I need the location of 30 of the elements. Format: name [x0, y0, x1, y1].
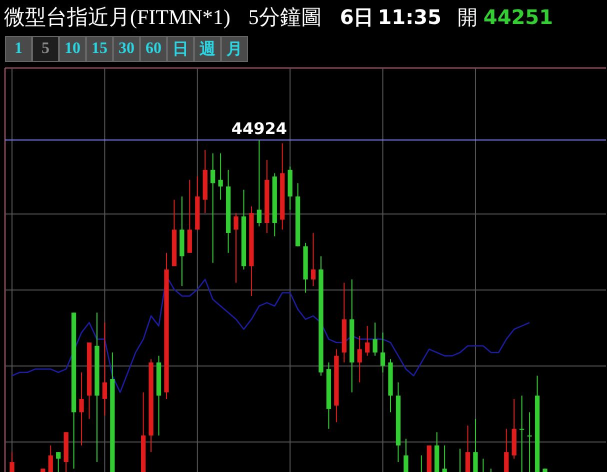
- text: 開: [457, 7, 478, 29]
- candlestick: [365, 325, 370, 356]
- candlestick: [372, 322, 378, 356]
- chart-subtitle: 5分鐘圖: [248, 5, 322, 29]
- candlestick: [210, 152, 216, 264]
- candlestick: [442, 444, 447, 472]
- candlestick: [218, 152, 223, 200]
- candlestick: [504, 428, 509, 472]
- candlestick: [380, 332, 386, 373]
- text: 1 5 10 15 30 60 日 週 月: [14, 40, 242, 58]
- candlestick: [102, 322, 108, 416]
- candlestick: [256, 140, 262, 227]
- annotation: 44924: [231, 119, 288, 138]
- chart-title: 微型台指近月(FITMN*1): [4, 5, 230, 29]
- candlestick: [310, 232, 316, 287]
- candlestick: [404, 438, 408, 472]
- candlestick: [187, 179, 192, 254]
- candlestick: [520, 395, 524, 472]
- text: 44251: [483, 5, 554, 29]
- candlestick: [48, 444, 53, 472]
- text: 6日: [340, 5, 374, 29]
- candlestick: [56, 452, 61, 472]
- candlestick: [473, 418, 478, 472]
- candlestick: [527, 412, 532, 472]
- candlestick: [465, 425, 470, 472]
- candlestick: [357, 335, 362, 383]
- candlestick: [79, 372, 84, 446]
- candlestick: [10, 452, 14, 472]
- candlestick: [234, 212, 238, 284]
- text: 11:35: [378, 5, 442, 29]
